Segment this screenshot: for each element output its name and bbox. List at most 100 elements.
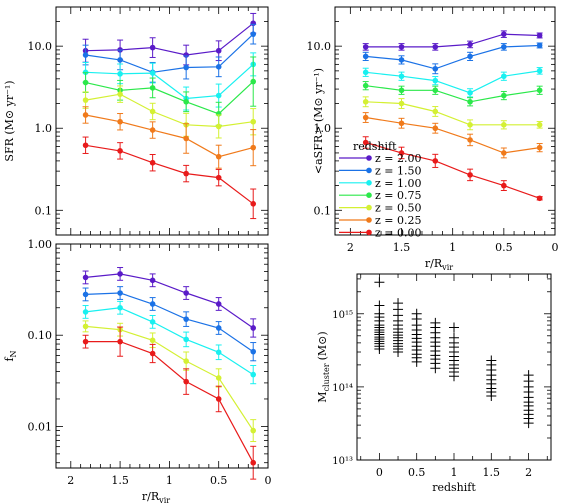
fn-x-tick-label: 1.5 — [111, 474, 129, 487]
sfr-data-point — [82, 112, 89, 118]
sfr-data-point — [250, 144, 257, 151]
fn-data-point — [183, 290, 189, 296]
sfr-data-point — [117, 118, 123, 125]
fn-data-point — [250, 427, 257, 434]
mass-marker-plus — [486, 391, 497, 402]
sfr-series-line — [85, 33, 254, 73]
mass-marker-plus — [430, 363, 441, 374]
asfr-data-point — [536, 42, 543, 49]
asfr-series-line — [365, 116, 540, 154]
asfr-data-point — [536, 87, 543, 94]
mcluster-y-tick-label: 10¹³ — [332, 456, 353, 467]
fn-data-point — [117, 304, 123, 311]
sfr-panel: 10.0 1.0 0.1 SFR (M⊙ yr⁻¹) — [3, 6, 269, 236]
asfr-y-axis-label-main: <aSFR> (M⊙ yr⁻¹) — [312, 68, 325, 174]
asfr-data-point — [467, 90, 473, 96]
mcluster-y-tick-label: 10¹⁵ — [332, 310, 353, 321]
sfr-y-tick-label: 10.0 — [28, 40, 53, 53]
fn-x-tick-label: 2 — [67, 474, 74, 487]
fn-data-point — [183, 316, 189, 322]
asfr-x-axis-label-sub: vir — [441, 263, 453, 272]
mass-marker-plus — [449, 371, 459, 382]
sfr-data-point — [250, 31, 257, 37]
fn-data-point — [149, 319, 156, 325]
fn-x-axis-label-sub: vir — [158, 496, 170, 504]
legend-entry-label: z = 1.50 — [375, 164, 422, 177]
asfr-data-point — [362, 44, 369, 50]
sfr-data-point — [149, 44, 156, 51]
mass-marker-plus — [374, 343, 385, 354]
sfr-data-point — [215, 47, 222, 54]
asfr-data-point — [536, 144, 543, 151]
mcluster-x-tick-label: 1 — [451, 466, 458, 479]
fn-data-point — [82, 338, 89, 345]
asfr-data-point — [398, 87, 405, 94]
sfr-series-line — [85, 144, 254, 205]
legend-swatch-dot — [366, 229, 372, 236]
asfr-data-point — [467, 172, 473, 178]
mcluster-y-axis-label: Mcluster (M⊙) — [316, 331, 331, 402]
asfr-data-point — [398, 73, 405, 80]
fn-y-axis-label-main: f — [3, 357, 16, 362]
fn-series-line — [85, 341, 254, 463]
asfr-panel: 10.0 1.0 0.1 2 1.5 1 0.5 0 r/Rvir <aSFR> (M⊙ yr⁻¹… — [307, 6, 559, 272]
asfr-data-point — [501, 182, 507, 189]
fn-y-axis-label: fN — [3, 350, 18, 361]
asfr-series-line — [365, 44, 540, 70]
asfr-data-point — [398, 100, 405, 107]
legend-swatch-dot — [366, 155, 372, 161]
fn-data-point — [215, 349, 222, 356]
asfr-data-point — [432, 108, 439, 115]
asfr-data-point — [467, 41, 473, 48]
mass-marker-plus — [523, 418, 534, 429]
asfr-data-point — [432, 65, 439, 72]
mass-marker-plus — [449, 322, 459, 333]
asfr-data-point — [398, 150, 405, 156]
legend-entry-label: z = 0.75 — [375, 189, 422, 202]
asfr-x-tick-label: 1.5 — [393, 241, 411, 254]
fn-x-tick-label: 0.5 — [210, 474, 228, 487]
mcluster-y-axis-label-sub: cluster — [322, 363, 331, 391]
asfr-data-point — [467, 53, 473, 60]
asfr-x-tick-label: 0.5 — [495, 241, 513, 254]
asfr-data-point — [501, 44, 507, 50]
sfr-data-point — [183, 170, 189, 177]
asfr-data-point — [501, 150, 507, 156]
sfr-data-point — [215, 92, 222, 99]
fn-data-point — [117, 290, 123, 296]
sfr-data-point — [117, 91, 123, 97]
fn-series-group — [82, 267, 257, 480]
asfr-data-point — [536, 122, 543, 128]
fn-x-axis-label-main: r/R — [142, 490, 160, 503]
fn-series-line — [85, 307, 254, 376]
fn-data-point — [82, 274, 89, 281]
mcluster-y-axis-label-unit: (M⊙) — [316, 331, 329, 360]
asfr-series-line — [365, 101, 540, 126]
asfr-data-point — [432, 87, 439, 94]
asfr-data-point — [398, 44, 405, 50]
asfr-data-point — [362, 69, 369, 76]
mass-marker-plus — [393, 347, 404, 358]
asfr-series-group — [362, 30, 543, 202]
asfr-data-point — [501, 92, 507, 99]
legend-swatch-dot — [366, 204, 372, 211]
fn-data-point — [82, 323, 89, 330]
asfr-data-point — [467, 137, 473, 143]
asfr-data-point — [467, 98, 473, 105]
asfr-y-tick-label: 0.1 — [314, 204, 332, 217]
asfr-data-point — [432, 77, 439, 84]
fn-data-point — [250, 371, 257, 378]
asfr-series-line — [365, 70, 540, 94]
asfr-series-line — [365, 85, 540, 103]
fn-data-point — [215, 301, 222, 307]
mcluster-x-tick-label: 0 — [376, 466, 383, 479]
sfr-series-group — [82, 12, 257, 220]
fn-y-tick-label: 0.10 — [28, 329, 53, 342]
fn-data-point — [215, 325, 222, 331]
sfr-data-point — [215, 174, 222, 181]
sfr-data-point — [82, 79, 89, 86]
asfr-data-point — [501, 122, 507, 128]
asfr-y-tick-label: 1.0 — [314, 122, 332, 135]
